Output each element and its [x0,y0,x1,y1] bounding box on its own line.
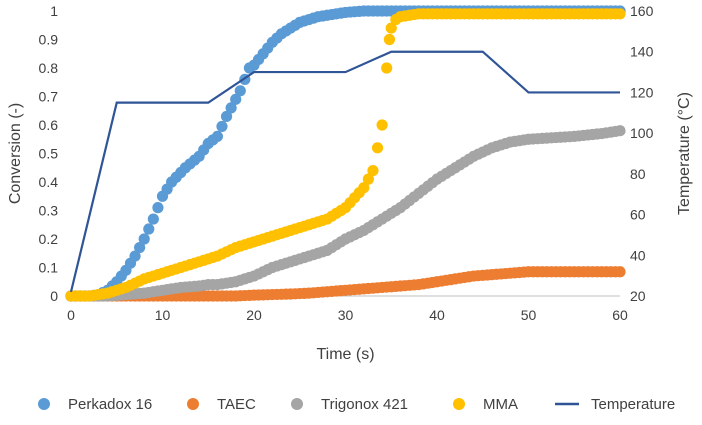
data-point [138,233,150,245]
y-left-tick-label: 0.9 [39,32,59,48]
y-right-tick-label: 20 [630,288,646,304]
data-point [134,241,146,254]
y-right-tick-label: 100 [630,125,654,141]
axis-titles: Time (s) Conversion (-) Temperature (°C) [7,92,693,363]
data-point [230,93,242,105]
y-left-tick-label: 0.5 [39,146,59,162]
y-right-tick-label: 60 [630,207,646,223]
y-right-tick-label: 40 [630,247,646,263]
y-left-tick-label: 0.4 [39,174,59,190]
data-point [367,165,379,177]
legend-item: Temperature [555,396,675,413]
temperature-line [69,50,620,293]
legend-item: Perkadox 16 [38,396,152,413]
legend: Perkadox 16 TAEC Trigonox 421 MMA Temperatur… [38,396,675,413]
y-axis-right-title: Temperature (°C) [676,92,693,215]
data-point [362,173,374,185]
data-point [358,182,370,194]
legend-label: MMA [483,396,518,413]
data-point [211,130,223,142]
data-point [129,250,141,262]
x-tick-label: 60 [612,307,628,323]
data-point [614,266,626,278]
legend-label: Temperature [591,396,675,413]
y-right-tick-label: 160 [630,3,654,19]
data-point [385,22,397,34]
y-left-tick-label: 1 [50,3,58,19]
data-point [234,85,246,97]
data-point [152,202,164,214]
series-perkadox-16 [65,5,626,302]
legend-label: Perkadox 16 [68,396,152,413]
legend-item: Trigonox 421 [291,396,408,413]
x-tick-label: 20 [246,307,262,323]
series-mma [65,8,626,302]
x-axis-title: Time (s) [316,346,374,363]
series-temperature [69,50,620,293]
y-left-tick-label: 0.1 [39,260,59,276]
data-point [614,125,626,137]
data-point [614,8,626,20]
legend-marker-swatch [453,398,465,410]
legend-marker-swatch [291,398,303,410]
data-point [383,33,396,46]
data-point [143,223,155,235]
legend-item: TAEC [187,396,256,413]
x-tick-label: 40 [429,307,445,323]
data-point [220,110,233,123]
y-left-tick-label: 0.8 [39,60,59,76]
data-point [376,119,388,131]
data-point [225,102,237,114]
tick-labels: 0 10 20 30 40 50 60 0 0.1 0.2 0.3 0.4 0.5 0.6 0.7 0.8 0.… [39,3,654,323]
legend-label: Trigonox 421 [321,396,408,413]
legend-item: MMA [453,396,518,413]
y-left-tick-label: 0.2 [39,231,59,247]
y-right-tick-label: 120 [630,84,654,100]
y-left-tick-label: 0.6 [39,117,59,133]
y-left-tick-label: 0 [50,288,58,304]
data-point [216,120,228,133]
x-tick-label: 0 [67,307,75,323]
legend-marker-swatch [38,398,50,410]
y-axis-left-title: Conversion (-) [7,103,24,204]
data-point [147,213,159,225]
y-left-tick-label: 0.7 [39,89,59,105]
y-right-tick-label: 140 [630,44,654,60]
legend-label: TAEC [217,396,256,413]
y-left-tick-label: 0.3 [39,203,59,219]
x-tick-label: 10 [155,307,171,323]
series [65,5,626,302]
x-tick-label: 50 [521,307,537,323]
x-tick-label: 30 [338,307,354,323]
data-point [371,142,384,154]
legend-marker-swatch [187,398,199,410]
data-point [381,62,393,74]
y-right-tick-label: 80 [630,166,646,182]
